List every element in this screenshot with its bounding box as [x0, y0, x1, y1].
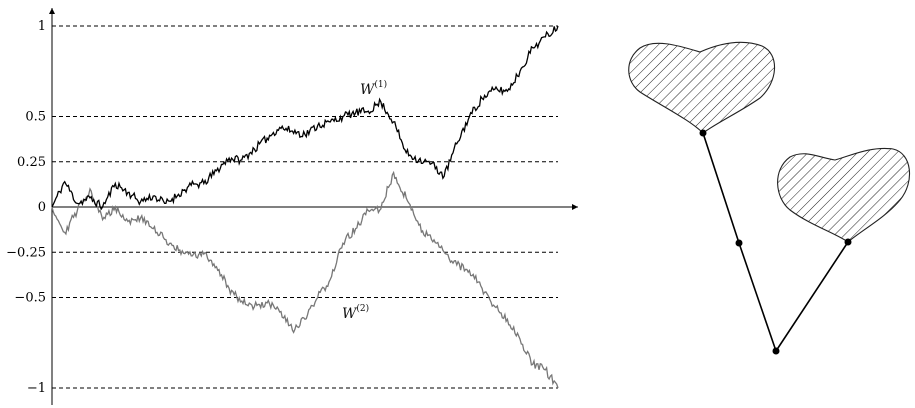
y-tick-label: 0 [38, 200, 46, 215]
middle-node [735, 239, 743, 247]
tree-diagram [628, 41, 911, 355]
upper-left-blob [628, 41, 776, 134]
y-tick-label: 1 [38, 19, 46, 34]
y-tick-label: 0.5 [25, 110, 46, 125]
edge-left-upper [702, 132, 740, 244]
edge-right [775, 241, 849, 352]
series-w2-line [51, 170, 559, 389]
y-tick-label: 0.25 [17, 155, 46, 170]
root-node [772, 347, 780, 355]
dashed-gridlines [52, 25, 558, 389]
y-tick-label: −0.25 [6, 245, 46, 260]
right-blob [777, 147, 911, 243]
right-attach-node [844, 238, 852, 246]
chart: 1 0.5 0.25 0 −0.25 −0.5 −1 W(1) W(2) [6, 8, 578, 405]
series-w1-label: W(1) [360, 79, 387, 98]
series-w2-label: W(2) [342, 303, 369, 322]
y-tick-label: −1 [27, 381, 46, 396]
edge-left-lower [738, 242, 777, 352]
series-w1-line [51, 25, 559, 211]
y-tick-label: −0.5 [14, 291, 46, 306]
y-tick-labels: 1 0.5 0.25 0 −0.25 −0.5 −1 [6, 19, 46, 396]
left-attach-node [699, 129, 707, 137]
